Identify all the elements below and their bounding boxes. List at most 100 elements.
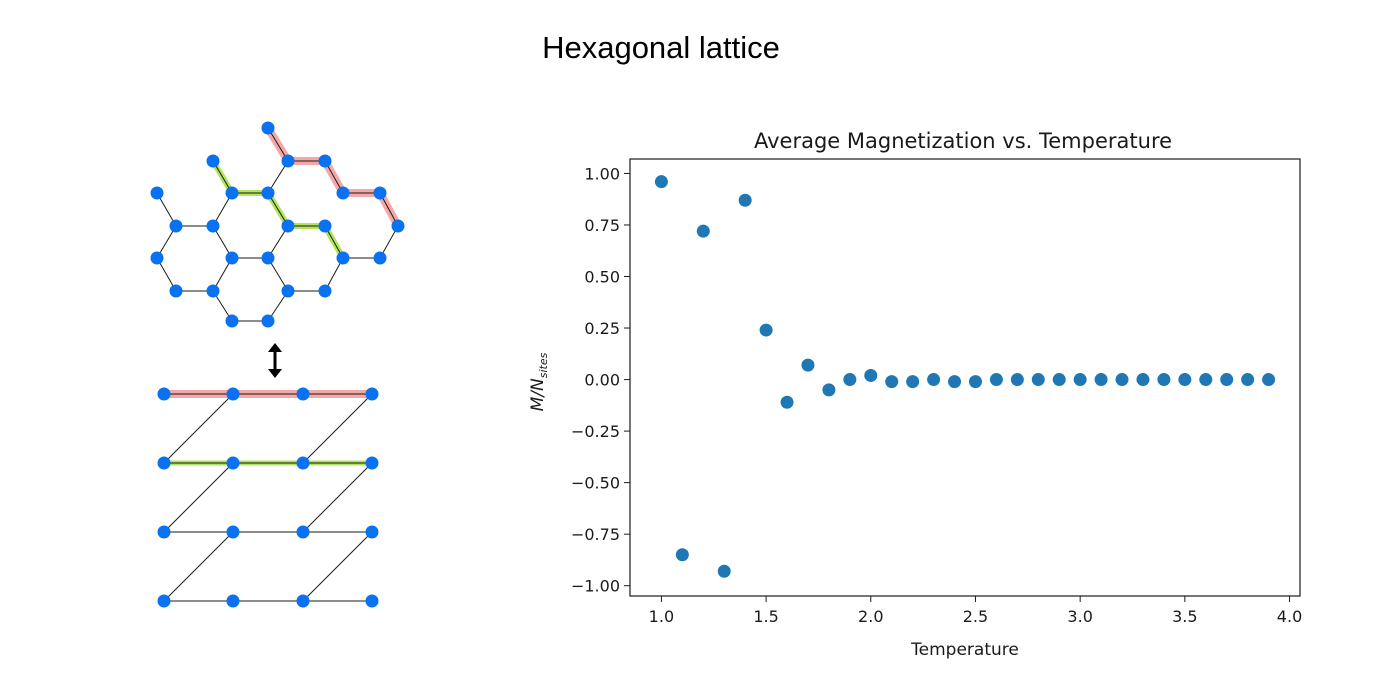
brick-lattice-edge [163,393,234,464]
brick-lattice-node [157,456,171,470]
plot-area-frame [629,158,1301,597]
hex-lattice-node [169,219,183,233]
hex-lattice-node [336,186,350,200]
y-tick-label: 0.50 [584,267,620,286]
hex-lattice-node [261,121,275,135]
brick-lattice-edge [302,462,373,533]
hex-lattice-node [318,284,332,298]
scatter-point [696,224,710,238]
hex-lattice-node [281,284,295,298]
x-tick-label: 1.5 [753,607,778,626]
hex-lattice-node [261,186,275,200]
scatter-point [906,375,920,389]
scatter-point [1262,373,1276,387]
brick-lattice-node [365,456,379,470]
scatter-point [1241,373,1255,387]
brick-lattice-node [226,387,240,401]
scatter-point [738,193,752,207]
hex-lattice-node [206,154,220,168]
x-tick-label: 4.0 [1277,607,1302,626]
hex-lattice-node [318,154,332,168]
scatter-point [1073,373,1087,387]
chart-title: Average Magnetization vs. Temperature [754,129,1172,153]
brick-lattice-edge [302,531,373,602]
brick-lattice-node [296,594,310,608]
scatter-point [1094,373,1108,387]
brick-lattice-node [157,525,171,539]
x-tick-label: 2.5 [963,607,988,626]
scatter-point [1052,373,1066,387]
hex-lattice-node [391,219,405,233]
x-tick-label: 3.5 [1172,607,1197,626]
hex-lattice-node [225,251,239,265]
y-tick-label: −0.75 [571,525,620,544]
hex-lattice-node [225,314,239,328]
scatter-point [989,373,1003,387]
hex-lattice-node [281,219,295,233]
scatter-point [801,358,815,372]
y-tick-label: 0.25 [584,319,620,338]
y-tick-label: −1.00 [571,577,620,596]
brick-lattice-node [296,387,310,401]
hex-lattice-node [225,186,239,200]
scatter-point [1010,373,1024,387]
y-axis-label: M/Nsites [528,352,550,411]
hex-lattice-node [261,314,275,328]
brick-lattice-node [365,387,379,401]
scatter-point [654,175,668,189]
hex-lattice-node [281,154,295,168]
y-tick-label: 0.00 [584,371,620,390]
hex-lattice-node [373,186,387,200]
scatter-point [948,375,962,389]
hex-lattice-node [261,251,275,265]
brick-lattice-node [226,525,240,539]
y-tick-label: −0.25 [571,422,620,441]
scatter-point [1178,373,1192,387]
up-down-arrow-icon [268,343,282,378]
scatter-point [885,375,899,389]
scatter-point [968,375,982,389]
hex-lattice-node [373,251,387,265]
scatter-point [864,368,878,382]
scatter-point [1199,373,1213,387]
y-axis-label-subscript: sites [537,352,550,378]
scatter-point [1157,373,1171,387]
y-axis-label-main: M/N [528,378,548,411]
slide-title: Hexagonal lattice [542,30,780,65]
hex-lattice-node [336,251,350,265]
y-tick-label: −0.50 [571,474,620,493]
brick-lattice-node [226,456,240,470]
scatter-point [675,548,689,562]
scatter-point [1220,373,1234,387]
scatter-point [717,564,731,578]
x-axis-label: Temperature [910,640,1019,660]
x-tick-label: 2.0 [858,607,883,626]
scatter-point [759,323,773,337]
brick-lattice-node [157,387,171,401]
hex-lattice-node [150,186,164,200]
brick-lattice-node [296,456,310,470]
brick-lattice-edge [163,531,234,602]
x-tick-label: 1.0 [649,607,674,626]
hex-lattice-node [206,219,220,233]
brick-lattice-node [296,525,310,539]
y-tick-label: 0.75 [584,216,620,235]
brick-lattice-node [365,525,379,539]
y-tick-label: 1.00 [584,164,620,183]
scatter-point [843,373,857,387]
x-tick-label: 3.0 [1067,607,1092,626]
hexagonal-lattice-diagram [150,121,405,608]
brick-lattice-node [226,594,240,608]
hex-lattice-node [169,284,183,298]
brick-lattice-edge [302,393,373,464]
brick-lattice-edge [163,462,234,533]
hex-lattice-node [206,284,220,298]
scatter-point [822,383,836,397]
scatter-point [1115,373,1129,387]
brick-lattice-node [365,594,379,608]
scatter-point [1031,373,1045,387]
hex-lattice-node [150,251,164,265]
hex-lattice-node [318,219,332,233]
brick-lattice-node [157,594,171,608]
